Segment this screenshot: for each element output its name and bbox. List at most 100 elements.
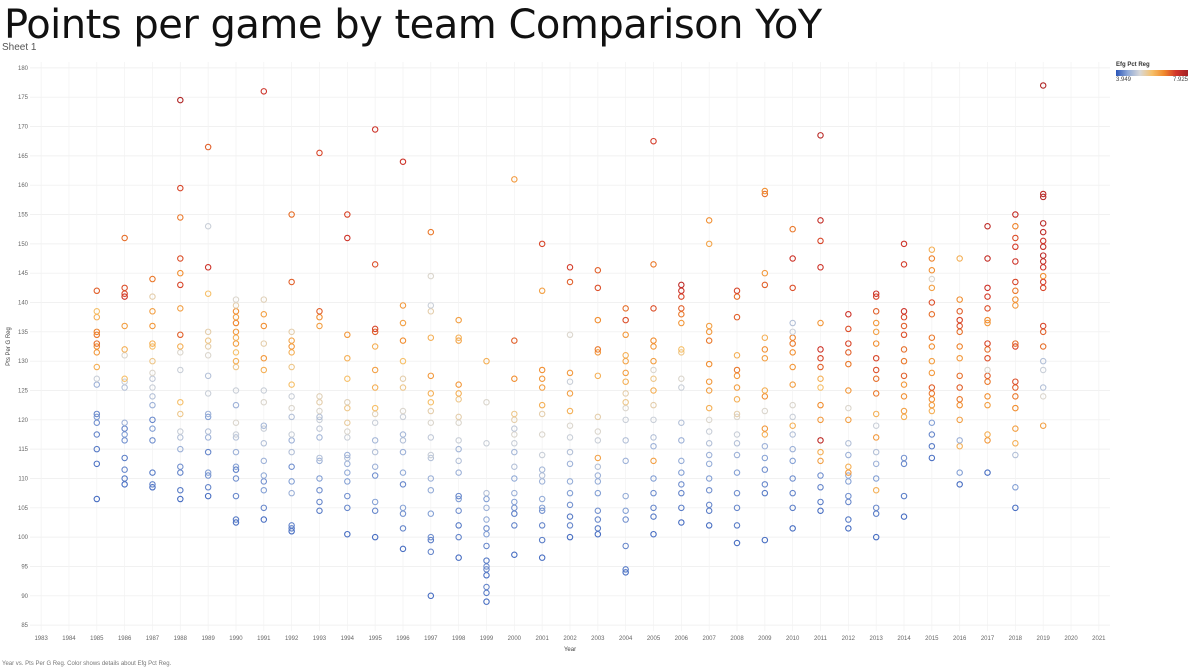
data-point bbox=[232, 466, 240, 473]
data-point bbox=[1012, 393, 1019, 400]
data-point bbox=[344, 211, 351, 218]
data-point bbox=[566, 434, 574, 441]
x-tick-label: 2001 bbox=[535, 636, 549, 642]
data-point bbox=[427, 548, 435, 556]
data-point bbox=[177, 495, 184, 503]
data-point bbox=[566, 522, 574, 529]
data-point bbox=[1012, 258, 1019, 265]
data-point bbox=[511, 337, 518, 344]
x-tick-label: 1988 bbox=[174, 636, 188, 642]
x-tick-label: 1992 bbox=[285, 636, 299, 642]
data-point bbox=[705, 428, 713, 435]
data-point bbox=[149, 322, 156, 330]
data-point bbox=[344, 234, 351, 242]
y-tick-label: 140 bbox=[18, 301, 29, 307]
y-tick-label: 170 bbox=[18, 125, 29, 131]
data-point bbox=[622, 331, 629, 339]
data-point bbox=[594, 437, 602, 444]
data-point bbox=[650, 305, 657, 312]
data-point bbox=[705, 322, 713, 330]
x-tick-label: 2009 bbox=[758, 636, 772, 642]
data-point bbox=[845, 325, 852, 333]
data-point bbox=[928, 357, 936, 365]
data-point bbox=[733, 384, 741, 391]
data-point bbox=[427, 536, 435, 544]
data-point bbox=[121, 284, 128, 292]
data-point bbox=[427, 228, 435, 236]
data-point bbox=[316, 475, 323, 482]
legend-title: Efg Pct Reg bbox=[1116, 62, 1150, 68]
data-point bbox=[427, 533, 435, 541]
data-point bbox=[371, 384, 379, 391]
data-point bbox=[678, 281, 685, 289]
data-point bbox=[956, 416, 963, 424]
data-point bbox=[872, 486, 880, 494]
data-point bbox=[678, 504, 685, 512]
data-point bbox=[1039, 82, 1047, 89]
data-point bbox=[538, 240, 546, 248]
data-point bbox=[232, 431, 240, 438]
data-point bbox=[761, 442, 769, 450]
data-point bbox=[594, 349, 602, 356]
data-point bbox=[149, 343, 156, 350]
data-point bbox=[1039, 237, 1047, 245]
x-tick-label: 1987 bbox=[146, 636, 160, 642]
data-points bbox=[93, 82, 1047, 605]
data-point bbox=[1039, 357, 1047, 365]
data-point bbox=[594, 266, 602, 274]
data-point bbox=[1039, 366, 1047, 374]
data-point bbox=[177, 96, 184, 104]
data-point bbox=[316, 457, 323, 465]
y-tick-label: 85 bbox=[21, 623, 28, 629]
data-point bbox=[260, 340, 268, 347]
data-point bbox=[93, 308, 101, 315]
data-point bbox=[399, 158, 407, 165]
data-point bbox=[344, 530, 351, 538]
data-point bbox=[232, 401, 240, 409]
data-point bbox=[260, 398, 268, 406]
y-tick-label: 150 bbox=[18, 242, 29, 248]
data-point bbox=[928, 255, 936, 262]
data-point bbox=[177, 343, 184, 350]
data-point bbox=[733, 396, 741, 403]
data-point bbox=[204, 492, 212, 500]
y-tick-label: 95 bbox=[21, 564, 28, 570]
data-point bbox=[177, 305, 184, 312]
data-point bbox=[1012, 296, 1019, 303]
data-point bbox=[344, 398, 351, 406]
data-point bbox=[177, 184, 184, 192]
data-point bbox=[260, 296, 268, 303]
data-point bbox=[872, 434, 880, 441]
data-point bbox=[371, 472, 379, 479]
data-point bbox=[260, 457, 268, 465]
data-point bbox=[845, 516, 852, 523]
data-point bbox=[705, 240, 713, 248]
data-point bbox=[177, 398, 184, 406]
data-point bbox=[483, 489, 490, 497]
data-point bbox=[344, 354, 351, 362]
data-point bbox=[427, 592, 435, 600]
data-point bbox=[1012, 343, 1019, 350]
data-point bbox=[678, 437, 685, 444]
data-point bbox=[845, 310, 852, 318]
data-point bbox=[733, 313, 741, 321]
data-point bbox=[733, 410, 741, 418]
x-axis-ticks: 1983 1984 1985 1986 1987 1988 1989 1990 1991 1992… bbox=[34, 636, 1106, 642]
data-point bbox=[93, 363, 101, 371]
x-tick-label: 2010 bbox=[786, 636, 800, 642]
data-point bbox=[872, 475, 880, 482]
data-point bbox=[371, 126, 379, 133]
data-point bbox=[789, 401, 796, 409]
data-point bbox=[566, 369, 574, 377]
data-point bbox=[93, 328, 101, 336]
data-point bbox=[232, 434, 240, 441]
data-point bbox=[566, 460, 574, 468]
x-tick-label: 2020 bbox=[1064, 636, 1078, 642]
data-point bbox=[900, 381, 908, 388]
data-point bbox=[1039, 384, 1047, 391]
data-point bbox=[399, 407, 407, 415]
data-point bbox=[900, 261, 908, 268]
data-point bbox=[761, 407, 769, 415]
data-point bbox=[705, 387, 713, 394]
data-point bbox=[538, 287, 546, 295]
